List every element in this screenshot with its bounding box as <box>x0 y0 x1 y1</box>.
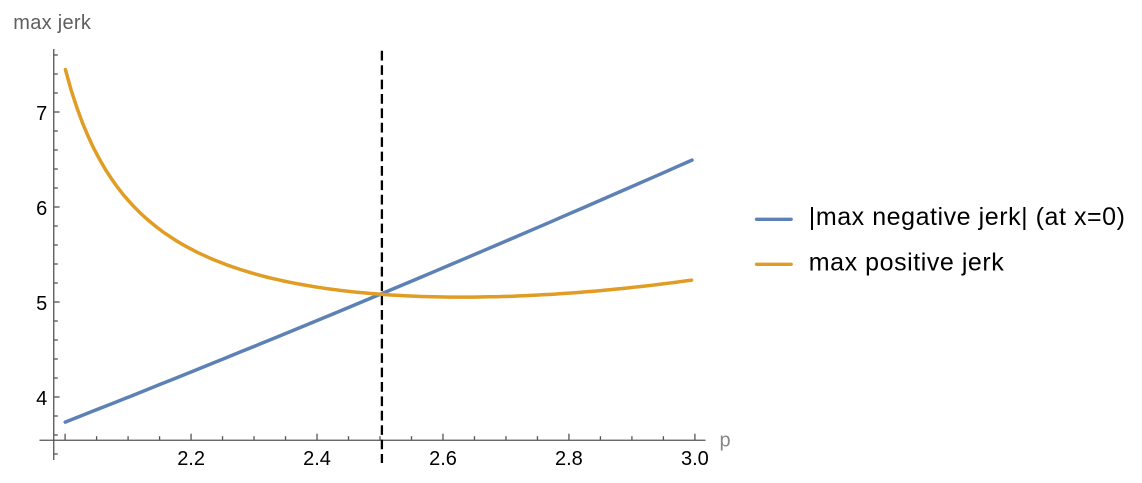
svg-text:7: 7 <box>36 103 47 125</box>
svg-text:3.0: 3.0 <box>681 448 709 470</box>
svg-text:2.2: 2.2 <box>177 448 205 470</box>
svg-text:p: p <box>720 430 731 452</box>
svg-text:2.8: 2.8 <box>555 448 583 470</box>
svg-text:4: 4 <box>36 388 47 410</box>
svg-text:2.6: 2.6 <box>429 448 457 470</box>
svg-text:2.4: 2.4 <box>303 448 331 470</box>
svg-text:max positive jerk: max positive jerk <box>809 248 1005 276</box>
svg-text:6: 6 <box>36 198 47 220</box>
svg-text:|max negative jerk| (at x=0): |max negative jerk| (at x=0) <box>809 203 1126 231</box>
svg-text:max jerk: max jerk <box>13 12 92 34</box>
svg-text:5: 5 <box>36 293 47 315</box>
